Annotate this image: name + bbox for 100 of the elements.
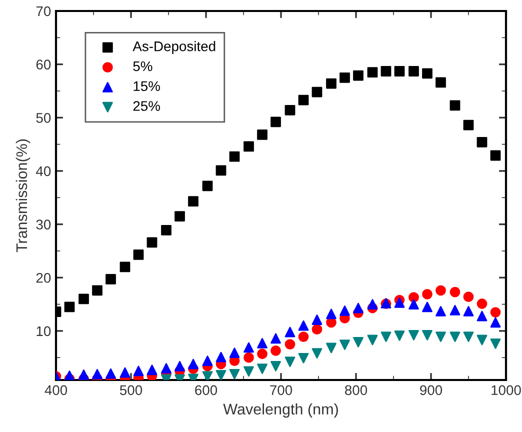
point xyxy=(133,366,144,376)
point xyxy=(64,370,75,380)
point xyxy=(326,78,336,89)
point xyxy=(490,338,501,349)
point xyxy=(312,348,322,359)
point xyxy=(229,348,240,358)
point xyxy=(244,342,254,353)
point xyxy=(146,237,158,248)
point xyxy=(298,332,309,342)
point xyxy=(257,130,268,140)
point xyxy=(408,299,419,310)
point xyxy=(450,100,460,111)
legend-label: 15% xyxy=(134,81,160,92)
point xyxy=(188,196,198,207)
point xyxy=(450,286,460,298)
legend-label: 25% xyxy=(133,101,160,111)
point xyxy=(380,66,392,76)
point xyxy=(92,285,102,296)
point xyxy=(436,332,446,342)
point xyxy=(408,330,419,340)
point xyxy=(284,104,296,116)
point xyxy=(463,120,474,130)
point xyxy=(78,369,89,380)
x-axis-title: Wavelength (nm) xyxy=(223,403,338,418)
point xyxy=(284,356,296,368)
point xyxy=(450,332,460,342)
point xyxy=(436,285,446,296)
point xyxy=(270,116,281,128)
point xyxy=(367,67,378,78)
point xyxy=(120,367,130,378)
point xyxy=(146,364,158,376)
point xyxy=(490,150,501,161)
x-tick-label: 500 xyxy=(120,385,142,396)
point xyxy=(78,294,89,304)
point xyxy=(422,330,432,340)
point xyxy=(133,249,144,260)
point xyxy=(340,72,350,83)
point xyxy=(161,224,172,236)
point xyxy=(326,342,336,354)
point xyxy=(270,345,281,356)
point xyxy=(216,370,226,380)
point xyxy=(298,94,309,106)
point xyxy=(92,368,102,380)
point xyxy=(312,314,322,325)
y-tick-label: 40 xyxy=(36,166,51,176)
point xyxy=(476,334,488,346)
point xyxy=(106,368,116,379)
point xyxy=(353,70,364,81)
point xyxy=(394,330,405,341)
y-tick-label: 60 xyxy=(36,60,51,70)
point xyxy=(284,339,296,350)
point xyxy=(229,151,240,162)
point xyxy=(463,292,474,302)
point xyxy=(284,326,296,338)
point xyxy=(340,340,350,350)
point xyxy=(490,307,501,318)
x-tick-label: 800 xyxy=(345,385,368,396)
point xyxy=(490,317,501,328)
point xyxy=(202,371,213,380)
point xyxy=(463,332,474,342)
point xyxy=(436,77,446,88)
point xyxy=(408,66,419,76)
point xyxy=(436,306,446,316)
legend-label: 5% xyxy=(133,61,152,72)
point xyxy=(312,324,322,335)
point xyxy=(270,360,281,372)
point xyxy=(476,310,488,322)
point xyxy=(298,320,309,331)
y-axis-title: Transmission(%) xyxy=(16,139,30,252)
point xyxy=(450,304,460,316)
point xyxy=(174,360,185,372)
point xyxy=(463,306,474,316)
y-tick-label: 50 xyxy=(36,112,51,123)
point xyxy=(380,332,392,342)
point xyxy=(353,336,364,348)
y-tick-label: 70 xyxy=(36,6,51,16)
point xyxy=(216,165,226,176)
point xyxy=(244,141,254,152)
point xyxy=(394,66,405,76)
point xyxy=(476,136,488,148)
x-tick-label: 700 xyxy=(270,385,292,396)
point xyxy=(394,297,405,308)
x-tick-label: 400 xyxy=(44,385,68,396)
point xyxy=(270,333,281,344)
point xyxy=(106,274,116,284)
point xyxy=(188,358,198,370)
point xyxy=(202,356,213,366)
point xyxy=(244,366,254,377)
legend-label: As-Deposited xyxy=(132,41,216,54)
point xyxy=(353,302,364,314)
point xyxy=(422,288,432,300)
point xyxy=(476,298,488,309)
point xyxy=(174,211,185,222)
point xyxy=(216,352,226,362)
y-tick-label: 30 xyxy=(36,220,51,230)
point xyxy=(257,338,268,348)
point xyxy=(244,352,254,363)
point xyxy=(202,180,213,192)
x-tick-label: 900 xyxy=(420,385,442,396)
point xyxy=(422,68,432,79)
